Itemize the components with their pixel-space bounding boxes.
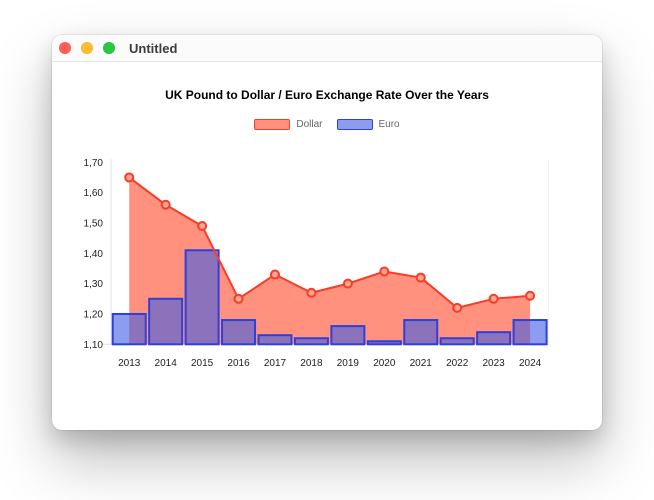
bar-euro-2019 bbox=[330, 325, 366, 346]
chart-canvas: 1,10 1,20 1,30 1,40 1,50 1,60 1,70 2013 2014 2015… bbox=[84, 158, 549, 369]
x-tick-2013: 2013 bbox=[118, 358, 141, 369]
y-tick-1,60: 1,60 bbox=[84, 188, 104, 199]
point-dollar-2013 bbox=[124, 172, 135, 183]
point-dollar-2014 bbox=[160, 199, 171, 210]
x-tick-2022: 2022 bbox=[446, 358, 469, 369]
point-dollar-2021 bbox=[415, 272, 426, 283]
y-tick-1,70: 1,70 bbox=[84, 158, 104, 169]
point-dollar-2022 bbox=[452, 302, 463, 313]
bar-euro-2015 bbox=[184, 249, 220, 346]
point-dollar-2020 bbox=[379, 266, 390, 277]
window-titlebar[interactable]: Untitled bbox=[52, 35, 602, 62]
x-tick-2023: 2023 bbox=[483, 358, 506, 369]
point-dollar-2019 bbox=[342, 278, 353, 289]
bar-euro-2018 bbox=[293, 337, 329, 346]
zoom-button[interactable] bbox=[103, 42, 115, 54]
y-tick-1,50: 1,50 bbox=[84, 218, 104, 229]
bar-euro-2013 bbox=[111, 312, 147, 346]
point-dollar-2023 bbox=[488, 293, 499, 304]
y-tick-1,10: 1,10 bbox=[84, 340, 104, 351]
x-tick-2019: 2019 bbox=[337, 358, 360, 369]
bar-euro-2024 bbox=[512, 319, 548, 346]
dollar-line bbox=[128, 176, 531, 309]
bar-euro-2016 bbox=[221, 319, 257, 346]
y-tick-1,20: 1,20 bbox=[84, 309, 104, 320]
window-title: Untitled bbox=[129, 40, 178, 56]
close-button[interactable] bbox=[59, 42, 71, 54]
bar-euro-2023 bbox=[476, 331, 512, 346]
bar-euro-2022 bbox=[439, 337, 475, 346]
window-content: UK Pound to Dollar / Euro Exchange Rate … bbox=[52, 62, 602, 429]
bar-euro-2021 bbox=[403, 319, 439, 346]
point-dollar-2016 bbox=[233, 293, 244, 304]
point-dollar-2015 bbox=[197, 221, 208, 231]
point-dollar-2018 bbox=[306, 287, 317, 298]
euro-swatch-icon bbox=[336, 119, 373, 130]
minimize-button[interactable] bbox=[81, 42, 93, 54]
chart-legend: Dollar Euro bbox=[52, 119, 602, 130]
x-tick-2015: 2015 bbox=[191, 358, 214, 369]
dollar-area bbox=[129, 177, 531, 345]
legend-label-euro: Euro bbox=[378, 119, 400, 130]
point-dollar-2024 bbox=[525, 290, 536, 301]
legend-label-dollar: Dollar bbox=[296, 119, 323, 130]
app-window: Untitled UK Pound to Dollar / Euro Excha… bbox=[52, 35, 602, 430]
x-tick-2020: 2020 bbox=[373, 358, 396, 369]
chart-title: UK Pound to Dollar / Euro Exchange Rate … bbox=[165, 88, 489, 102]
x-tick-2017: 2017 bbox=[264, 358, 287, 369]
x-tick-2021: 2021 bbox=[410, 358, 433, 369]
bar-euro-2014 bbox=[148, 297, 184, 346]
legend-item-dollar[interactable]: Dollar bbox=[254, 119, 323, 130]
bar-euro-2017 bbox=[257, 334, 293, 346]
x-tick-2016: 2016 bbox=[227, 358, 250, 369]
y-tick-1,30: 1,30 bbox=[84, 279, 104, 290]
x-tick-2024: 2024 bbox=[519, 358, 542, 369]
legend-item-euro[interactable]: Euro bbox=[336, 119, 400, 130]
y-tick-1,40: 1,40 bbox=[84, 249, 104, 260]
point-dollar-2017 bbox=[269, 269, 280, 280]
x-tick-2018: 2018 bbox=[300, 358, 323, 369]
bar-euro-2020 bbox=[366, 340, 402, 346]
x-tick-2014: 2014 bbox=[155, 358, 178, 369]
dollar-swatch-icon bbox=[254, 119, 291, 130]
